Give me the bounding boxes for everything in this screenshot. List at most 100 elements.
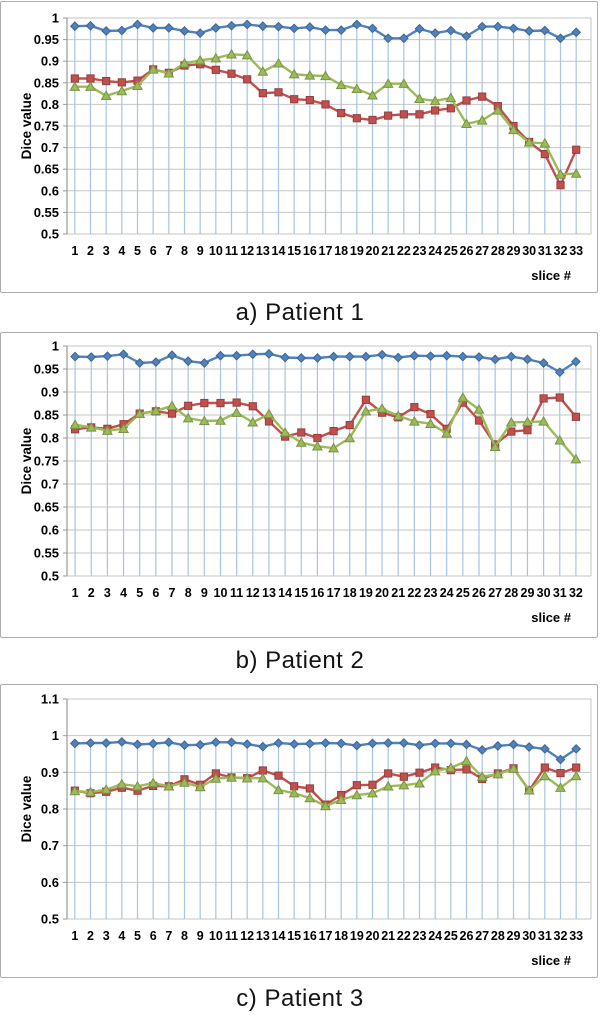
green-triangle-marker	[461, 118, 472, 129]
x-tick-label: 1	[71, 929, 78, 943]
blue-diamond-marker	[69, 738, 80, 749]
blue-diamond-marker	[344, 351, 355, 362]
green-triangle-marker	[179, 57, 190, 68]
blue-diamond-marker	[273, 738, 284, 748]
blue-diamond-marker	[132, 739, 143, 750]
green-triangle-marker	[335, 79, 347, 90]
green-triangle-line	[74, 396, 577, 460]
x-tick-label: 17	[319, 244, 333, 258]
blue-diamond-marker	[571, 27, 582, 38]
x-tick-label: 4	[118, 929, 125, 943]
green-triangle-marker	[429, 765, 441, 776]
blue-diamond-marker	[304, 738, 315, 749]
red-square-marker	[345, 421, 354, 430]
green-triangle-marker	[134, 408, 146, 418]
red-square-marker	[200, 398, 209, 408]
dice-line-chart-patient-1: 10.950.90.850.80.750.70.650.60.550.51 2 3 4…	[19, 11, 592, 283]
green-triangle-marker	[508, 763, 519, 773]
red-square-marker	[361, 395, 370, 404]
blue-diamond-marker	[461, 739, 472, 750]
red-square-marker	[384, 769, 393, 778]
blue-diamond-marker	[508, 23, 519, 34]
blue-diamond-marker	[280, 352, 291, 363]
blue-diamond-marker	[226, 737, 237, 748]
green-triangle-marker	[367, 89, 378, 100]
x-tick-label: 28	[491, 929, 505, 943]
chart-panel-patient-3: 1.1 1 0.9 0.8 0.7 0.6 0.5 1 2 3 4 5 6 7 8 9 10 11 12 13 14 15…	[0, 684, 598, 978]
blue-diamond-marker	[195, 739, 206, 750]
blue-diamond-marker	[539, 743, 550, 754]
blue-diamond-marker	[383, 33, 394, 44]
green-triangle-marker	[116, 85, 128, 96]
blue-diamond-marker	[351, 740, 362, 751]
x-tick-label: 22	[397, 929, 411, 943]
x-tick-label: 11	[230, 586, 243, 600]
x-tick-label: 1	[71, 244, 78, 258]
x-tick-label: 29	[507, 929, 521, 943]
x-tick-label: 4	[118, 244, 125, 258]
green-triangle-marker	[539, 770, 551, 781]
green-triangle-marker	[150, 405, 162, 416]
x-tick-label: 18	[334, 929, 348, 943]
green-triangle-marker	[304, 69, 316, 80]
blue-diamond-marker	[101, 738, 112, 748]
red-square-marker	[264, 417, 274, 426]
green-triangle-marker	[215, 414, 226, 425]
blue-diamond-marker	[474, 352, 484, 362]
green-triangle-marker	[382, 78, 394, 88]
red-square-marker	[555, 393, 564, 402]
blue-diamond-marker	[85, 20, 96, 31]
x-tick-label: 17	[327, 586, 341, 600]
red-square-marker	[329, 427, 338, 436]
green-triangle-marker	[69, 419, 81, 429]
x-tick-label: 23	[424, 586, 438, 600]
blue-diamond-marker	[377, 349, 387, 360]
blue-diamond-marker	[555, 754, 566, 765]
blue-diamond-marker	[289, 23, 300, 34]
x-tick-label: 28	[491, 244, 505, 258]
blue-diamond-marker	[231, 350, 242, 361]
x-tick-label: 18	[343, 586, 357, 600]
y-tick-label: 0.5	[41, 569, 59, 584]
blue-diamond-marker	[102, 351, 113, 362]
y-tick-label: 0.6	[41, 523, 59, 538]
red-square-marker	[368, 780, 377, 789]
green-triangle-marker	[263, 408, 275, 419]
blue-diamond-marker	[367, 738, 378, 749]
y-axis-title: Dice value	[19, 427, 34, 494]
x-tick-label: 28	[504, 586, 518, 600]
green-triangle-marker	[288, 68, 300, 79]
green-triangle-marker	[311, 440, 323, 451]
blue-diamond-marker	[477, 21, 488, 32]
y-tick-label: 0.55	[34, 546, 59, 561]
x-tick-label: 7	[165, 244, 172, 258]
green-triangle-marker	[295, 437, 307, 447]
x-tick-label: 14	[272, 244, 286, 258]
red-square-marker	[399, 772, 408, 781]
blue-diamond-marker	[312, 353, 323, 363]
green-triangle-marker	[351, 83, 363, 94]
green-triangle-marker	[179, 777, 190, 787]
green-triangle-marker	[273, 57, 284, 68]
y-tick-label: 0.9	[41, 765, 59, 780]
green-triangle-marker	[273, 784, 284, 795]
blue-diamond-marker	[257, 21, 268, 32]
red-square-marker	[410, 403, 419, 412]
red-square-marker	[227, 69, 236, 78]
red-square-marker	[539, 394, 548, 403]
x-tick-label: 16	[310, 586, 324, 600]
y-tick-label: 0.95	[34, 32, 59, 47]
red-square-marker	[86, 74, 95, 83]
green-triangle-marker	[226, 771, 237, 782]
red-square-marker	[462, 765, 471, 774]
red-square-marker	[274, 771, 283, 780]
green-triangle-marker	[445, 762, 457, 773]
x-tick-label: 3	[103, 929, 110, 943]
y-tick-label: 0.65	[34, 500, 59, 515]
green-triangle-marker	[570, 167, 582, 178]
blue-diamond-marker	[508, 739, 519, 750]
green-triangle-marker	[441, 427, 453, 438]
green-triangle-marker	[414, 777, 425, 788]
x-tick-label: 19	[359, 586, 373, 600]
y-tick-label: 0.9	[41, 54, 59, 69]
